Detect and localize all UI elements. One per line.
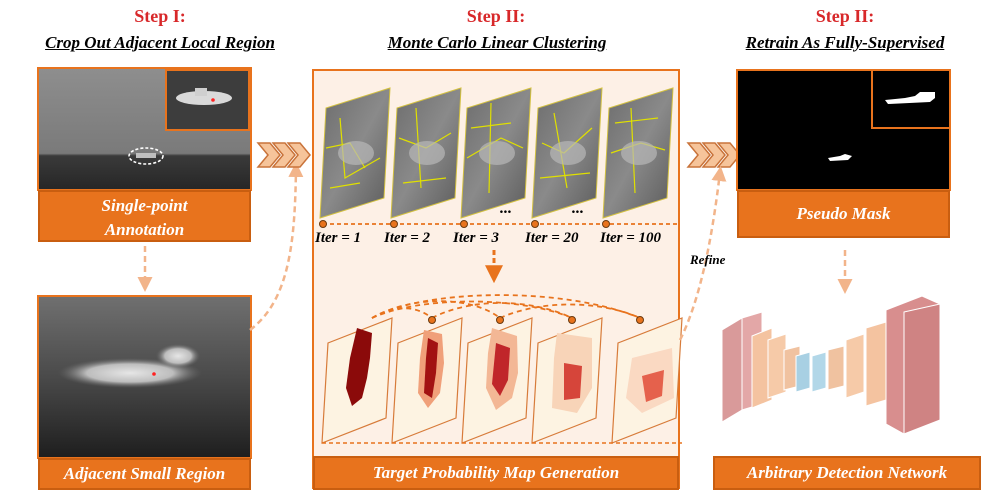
step1-title: Crop Out Adjacent Local Region <box>45 33 275 52</box>
step1-curve-arrow <box>249 162 304 331</box>
prob-arcs <box>371 294 641 319</box>
iter-label-3: Iter = 3 <box>453 230 500 246</box>
single-point-image <box>37 67 252 191</box>
ellipsis-2: ... <box>572 200 584 217</box>
step1-heading: Step I: <box>134 6 186 26</box>
cluster-maps <box>319 87 674 219</box>
iter-label-1: Iter = 1 <box>315 230 362 246</box>
adjacent-region-image <box>37 295 252 459</box>
probability-maps <box>321 317 683 444</box>
step2-heading: Step II: <box>466 6 526 26</box>
step3-title: Retrain As Fully-Supervised <box>745 33 945 52</box>
network-label: Arbitrary Detection Network <box>713 456 981 490</box>
prob-map-label: Target Probability Map Generation <box>313 456 679 490</box>
chevron-arrow-1-icon <box>256 142 311 168</box>
chevron-arrow-2-icon <box>686 142 741 168</box>
ellipsis-1: ... <box>500 200 512 217</box>
step2-title: Monte Carlo Linear Clustering <box>387 33 607 52</box>
iter-label-2: Iter = 2 <box>384 230 431 246</box>
network-icon <box>721 295 941 435</box>
refine-label: Refine <box>690 252 726 267</box>
single-point-label: Single-point Annotation <box>38 190 251 242</box>
adjacent-region-label: Adjacent Small Region <box>38 458 251 490</box>
single-point-label-line1: Single-point <box>101 196 188 215</box>
iter-label-100: Iter = 100 <box>600 230 662 246</box>
pseudo-mask-label: Pseudo Mask <box>737 190 950 238</box>
single-point-label-line2: Annotation <box>104 220 185 239</box>
iter-label-20: Iter = 20 <box>525 230 579 246</box>
pseudo-mask-image <box>736 69 951 191</box>
step3-heading: Step II: <box>815 6 875 26</box>
iteration-dots <box>319 220 610 228</box>
